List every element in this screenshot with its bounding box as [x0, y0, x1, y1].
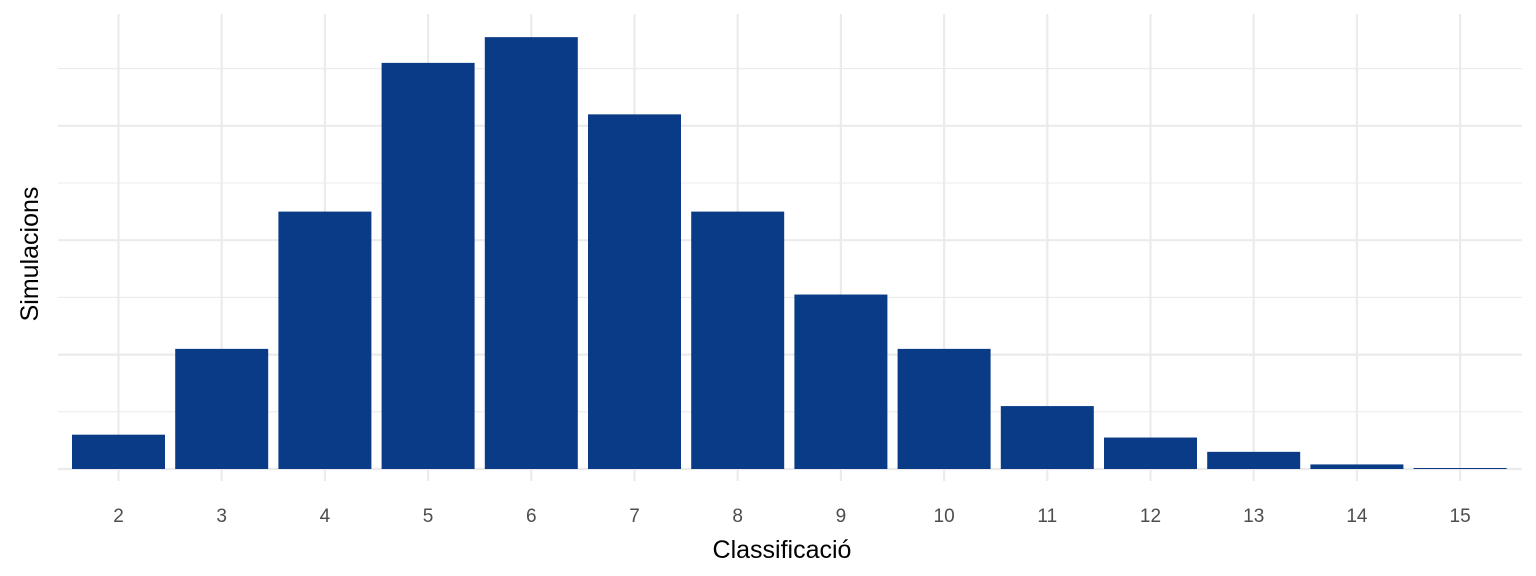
bar-7 — [588, 114, 681, 470]
grid-lines — [58, 14, 1522, 481]
x-tick-label: 4 — [320, 506, 331, 527]
x-tick-label: 15 — [1450, 506, 1471, 527]
bar-11 — [1000, 406, 1094, 469]
x-tick-label: 5 — [423, 506, 434, 527]
bar-8 — [691, 211, 785, 469]
bar-14 — [1310, 464, 1404, 469]
x-tick-label: 12 — [1140, 506, 1161, 527]
bar-4 — [278, 211, 372, 469]
bar-10 — [897, 348, 991, 469]
bar-2 — [72, 434, 165, 469]
x-tick-label: 8 — [732, 506, 743, 527]
x-tick-label: 2 — [113, 506, 124, 527]
bar-13 — [1207, 451, 1301, 469]
x-tick-label: 7 — [629, 506, 640, 527]
y-axis-title: Simulacions — [16, 187, 44, 322]
bars — [72, 37, 1507, 470]
x-tick-label: 3 — [216, 506, 227, 527]
bar-3 — [175, 348, 269, 469]
bar-12 — [1104, 437, 1197, 469]
x-tick-label: 10 — [934, 506, 955, 527]
x-tick-label: 14 — [1346, 506, 1368, 527]
x-axis-title: Classificació — [713, 536, 852, 564]
x-tick-label: 13 — [1243, 506, 1264, 527]
bar-5 — [381, 62, 475, 469]
x-tick-label: 6 — [526, 506, 537, 527]
x-tick-label: 9 — [836, 506, 847, 527]
bar-9 — [794, 294, 888, 469]
x-tick-label: 11 — [1037, 506, 1057, 527]
x-tick-labels: 2 3 4 5 6 7 8 9 10 11 12 13 14 15 — [113, 506, 1470, 527]
bar-15 — [1413, 468, 1507, 469]
bar-6 — [484, 37, 578, 469]
